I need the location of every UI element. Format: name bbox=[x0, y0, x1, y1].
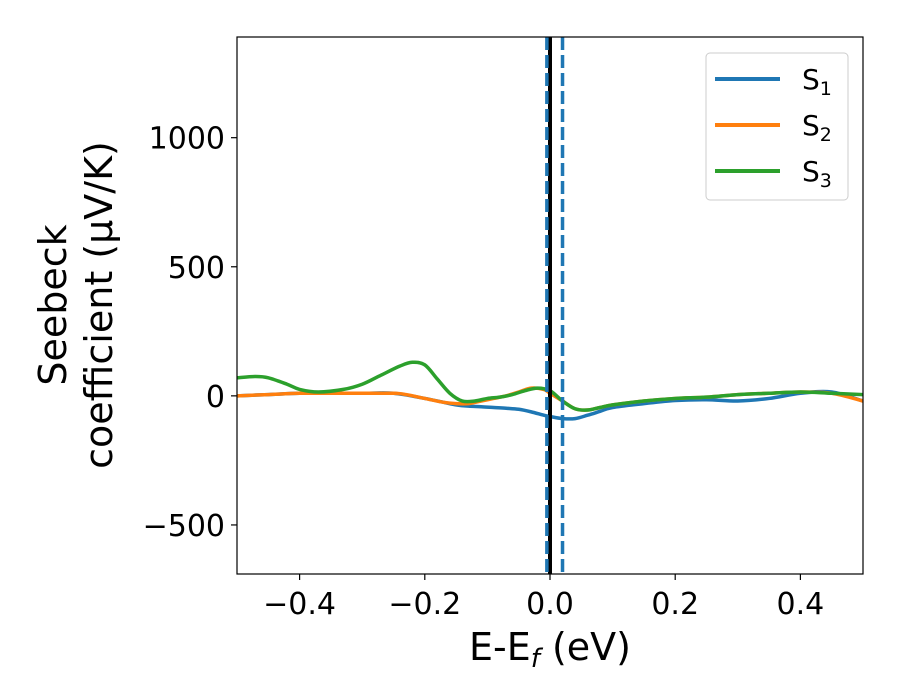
legend-label-subscript: 3 bbox=[820, 170, 832, 192]
x-axis-title: E-Ef (eV) bbox=[469, 625, 631, 674]
legend-label-s3: S3 bbox=[802, 155, 832, 192]
x-axis-title-unit: (eV) bbox=[540, 625, 631, 669]
legend-label-subscript: 2 bbox=[820, 124, 832, 146]
series-line-s3 bbox=[237, 360, 863, 412]
y-tick-label: 500 bbox=[168, 251, 225, 286]
legend-label-main: S bbox=[802, 155, 820, 188]
y-tick-label: −500 bbox=[143, 509, 225, 544]
reference-lines bbox=[545, 37, 565, 574]
series-layer bbox=[237, 360, 863, 421]
y-axis-ticks: −500 0 500 1000 bbox=[143, 122, 237, 544]
x-tick-label: 0.4 bbox=[777, 587, 825, 622]
y-axis-title: Seebeck coefficient (μV/K) bbox=[31, 141, 121, 469]
legend-label-subscript: 1 bbox=[820, 78, 832, 100]
y-tick-label: 1000 bbox=[149, 122, 225, 157]
legend-label-main: S bbox=[802, 63, 820, 96]
legend-label-main: S bbox=[802, 109, 820, 142]
x-axis-title-main: E-E bbox=[469, 625, 531, 669]
legend-label-s2: S2 bbox=[802, 109, 832, 146]
x-tick-label: 0.0 bbox=[526, 587, 574, 622]
x-tick-label: −0.2 bbox=[388, 587, 461, 622]
x-axis-ticks: −0.4 −0.2 0.0 0.2 0.4 bbox=[263, 574, 824, 622]
y-axis-title-line2: coefficient (μV/K) bbox=[77, 141, 121, 469]
y-tick-label: 0 bbox=[206, 380, 225, 415]
x-tick-label: 0.2 bbox=[651, 587, 699, 622]
x-tick-label: −0.4 bbox=[263, 587, 336, 622]
legend-label-s1: S1 bbox=[802, 63, 832, 100]
y-axis-title-line1: Seebeck bbox=[31, 224, 75, 385]
